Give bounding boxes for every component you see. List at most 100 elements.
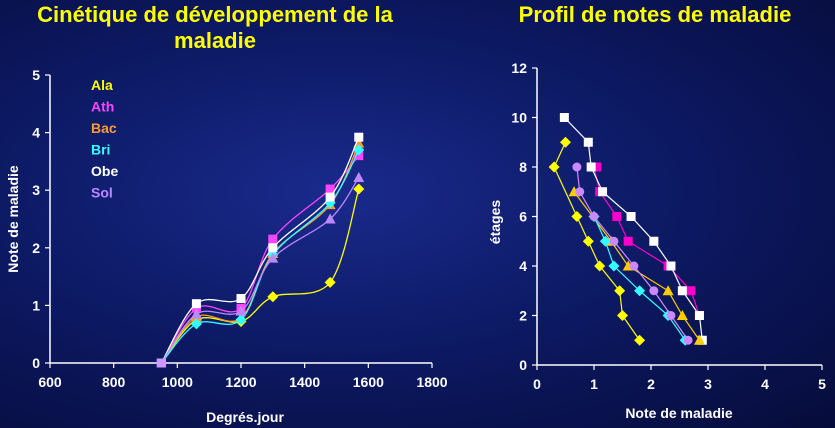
- x-tick-label-1: 5: [818, 376, 826, 392]
- profile-point-3: [586, 162, 596, 172]
- profile-point-1: [571, 211, 583, 222]
- profile-point-5: [608, 260, 620, 272]
- profile-point-1: [582, 235, 594, 247]
- data-point-obe: [325, 192, 335, 202]
- profile-line-6: [576, 166, 689, 341]
- y-tick-label-1: 10: [511, 110, 527, 126]
- x-tick-label-1: 1: [590, 376, 598, 392]
- chart-title-right: Profil de notes de maladie: [518, 2, 792, 27]
- profile-point-1: [614, 285, 626, 297]
- profile-point-3: [598, 187, 608, 197]
- profile-point-3: [694, 311, 704, 320]
- y-tick-label-0: 2: [32, 240, 40, 256]
- x-axis-label-left: Degrés.jour: [206, 409, 284, 425]
- x-tick-label-0: 1400: [289, 374, 320, 390]
- profile-line-3: [563, 117, 703, 341]
- data-point-sol: [324, 213, 336, 224]
- chart-title-left: Cinétique de développement de la maladie: [37, 2, 393, 53]
- y-tick-label-1: 6: [519, 209, 527, 225]
- legend-entry-bri: Bri: [91, 142, 110, 158]
- profile-point-1: [560, 136, 571, 148]
- profile-point-4: [693, 334, 705, 345]
- x-tick-label-0: 1000: [162, 374, 193, 390]
- profile-point-3: [666, 261, 676, 271]
- y-axis-label-right: étages: [487, 200, 503, 245]
- data-point-ala: [267, 291, 279, 303]
- x-tick-label-0: 600: [38, 374, 62, 390]
- data-point-ath: [325, 184, 335, 194]
- profile-point-1: [594, 260, 606, 272]
- y-tick-label-0: 1: [32, 297, 40, 313]
- series-line-bac: [160, 142, 360, 364]
- legend-entry-obe: Obe: [91, 163, 118, 179]
- y-tick-label-0: 5: [32, 67, 40, 83]
- data-point-sol: [190, 308, 202, 319]
- y-tick-label-0: 0: [32, 355, 40, 371]
- profile-point-5: [599, 235, 611, 247]
- profile-point-6: [683, 335, 693, 345]
- profile-point-3: [649, 236, 659, 246]
- profile-point-6: [609, 236, 619, 246]
- series-line-ala: [160, 188, 360, 364]
- data-point-obe: [236, 293, 246, 303]
- data-point-sol: [267, 252, 279, 263]
- profile-point-2: [623, 236, 633, 246]
- profile-point-2: [612, 212, 622, 221]
- x-tick-label-0: 1600: [353, 374, 384, 390]
- x-tick-label-0: 1200: [225, 374, 256, 390]
- x-axis-label-right: Note de maladie: [625, 405, 733, 421]
- profile-point-6: [589, 212, 599, 221]
- x-tick-label-0: 800: [102, 374, 126, 390]
- legend-entry-ala: Ala: [91, 77, 113, 93]
- x-tick-label-1: 0: [533, 376, 541, 392]
- data-point-ala: [324, 276, 336, 288]
- legend-entry-ath: Ath: [91, 99, 114, 115]
- data-point-ath: [191, 303, 201, 313]
- profile-point-1: [617, 310, 628, 321]
- profile-point-4: [662, 285, 674, 296]
- x-tick-label-1: 2: [647, 376, 655, 392]
- y-tick-label-1: 0: [519, 357, 527, 373]
- data-point-obe: [354, 132, 364, 142]
- data-point-ath: [268, 234, 278, 244]
- profile-point-2: [686, 286, 696, 296]
- data-point-bri: [235, 314, 247, 326]
- y-tick-label-1: 12: [511, 60, 527, 76]
- x-tick-label-0: 1800: [416, 374, 447, 390]
- data-point-sol: [353, 172, 365, 183]
- profile-point-3: [626, 212, 636, 221]
- data-point-bri: [353, 144, 365, 156]
- data-point-bri: [190, 318, 202, 330]
- profile-point-6: [666, 311, 676, 320]
- data-point-obe: [268, 243, 278, 253]
- series-line-obe: [160, 136, 360, 364]
- profile-point-6: [629, 261, 639, 271]
- profile-point-1: [548, 161, 560, 173]
- x-tick-label-1: 4: [761, 376, 769, 392]
- y-tick-label-0: 4: [32, 125, 40, 141]
- profile-point-4: [676, 310, 688, 320]
- profile-point-6: [575, 187, 585, 197]
- y-tick-label-0: 3: [32, 182, 40, 198]
- x-tick-label-1: 3: [704, 376, 712, 392]
- profile-point-3: [583, 137, 593, 147]
- y-tick-label-1: 4: [519, 258, 527, 274]
- profile-point-6: [572, 162, 582, 172]
- data-point-obe: [191, 299, 201, 309]
- y-tick-label-1: 8: [519, 159, 527, 175]
- profile-point-6: [649, 286, 659, 296]
- legend-entry-sol: Sol: [91, 185, 113, 201]
- data-point-sol: [235, 305, 247, 316]
- profile-point-5: [634, 285, 646, 297]
- data-point-ath: [354, 151, 364, 161]
- data-point-ala: [353, 183, 365, 195]
- y-tick-label-1: 2: [519, 308, 527, 324]
- profile-point-2: [592, 162, 602, 172]
- data-point-sol: [156, 358, 166, 368]
- profile-point-3: [677, 286, 687, 296]
- legend-entry-bac: Bac: [91, 120, 117, 136]
- profile-point-1: [634, 334, 646, 346]
- y-axis-label-left: Note de maladie: [5, 165, 21, 273]
- profile-point-3: [559, 113, 569, 122]
